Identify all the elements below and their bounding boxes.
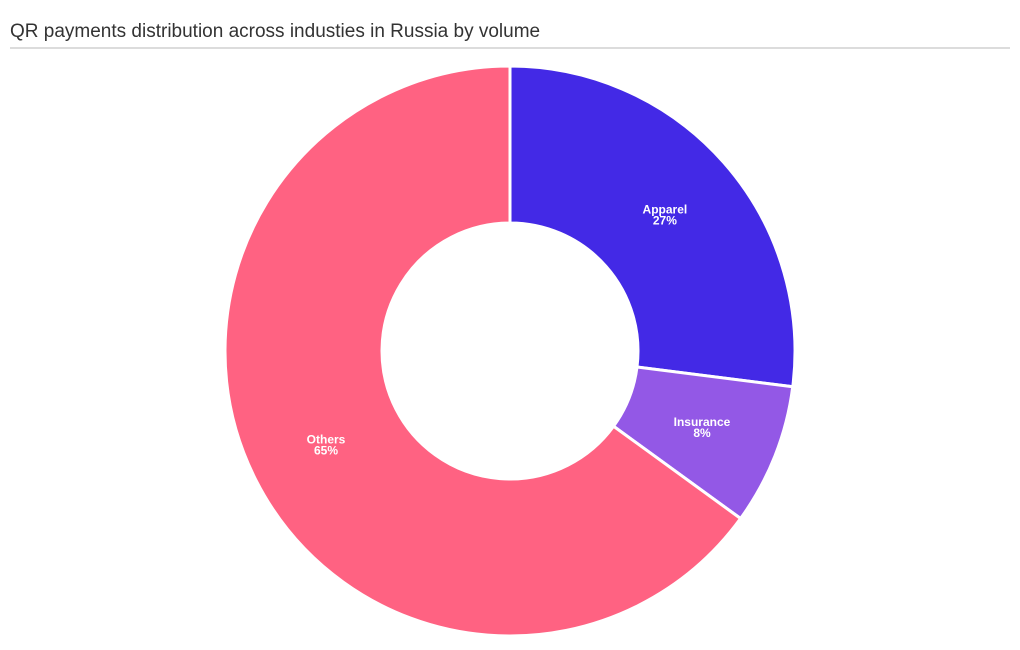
slice-label: Insurance	[674, 415, 731, 429]
slice-value-label: 27%	[653, 213, 677, 227]
slice-value-label: 65%	[314, 444, 338, 458]
slice-label: Apparel	[643, 202, 688, 216]
donut-slice	[223, 64, 743, 638]
slice-value-label: 8%	[693, 426, 711, 440]
chart-title: QR payments distribution across industie…	[10, 21, 540, 42]
slice-label: Others	[307, 433, 346, 447]
donut-slice	[508, 64, 797, 389]
